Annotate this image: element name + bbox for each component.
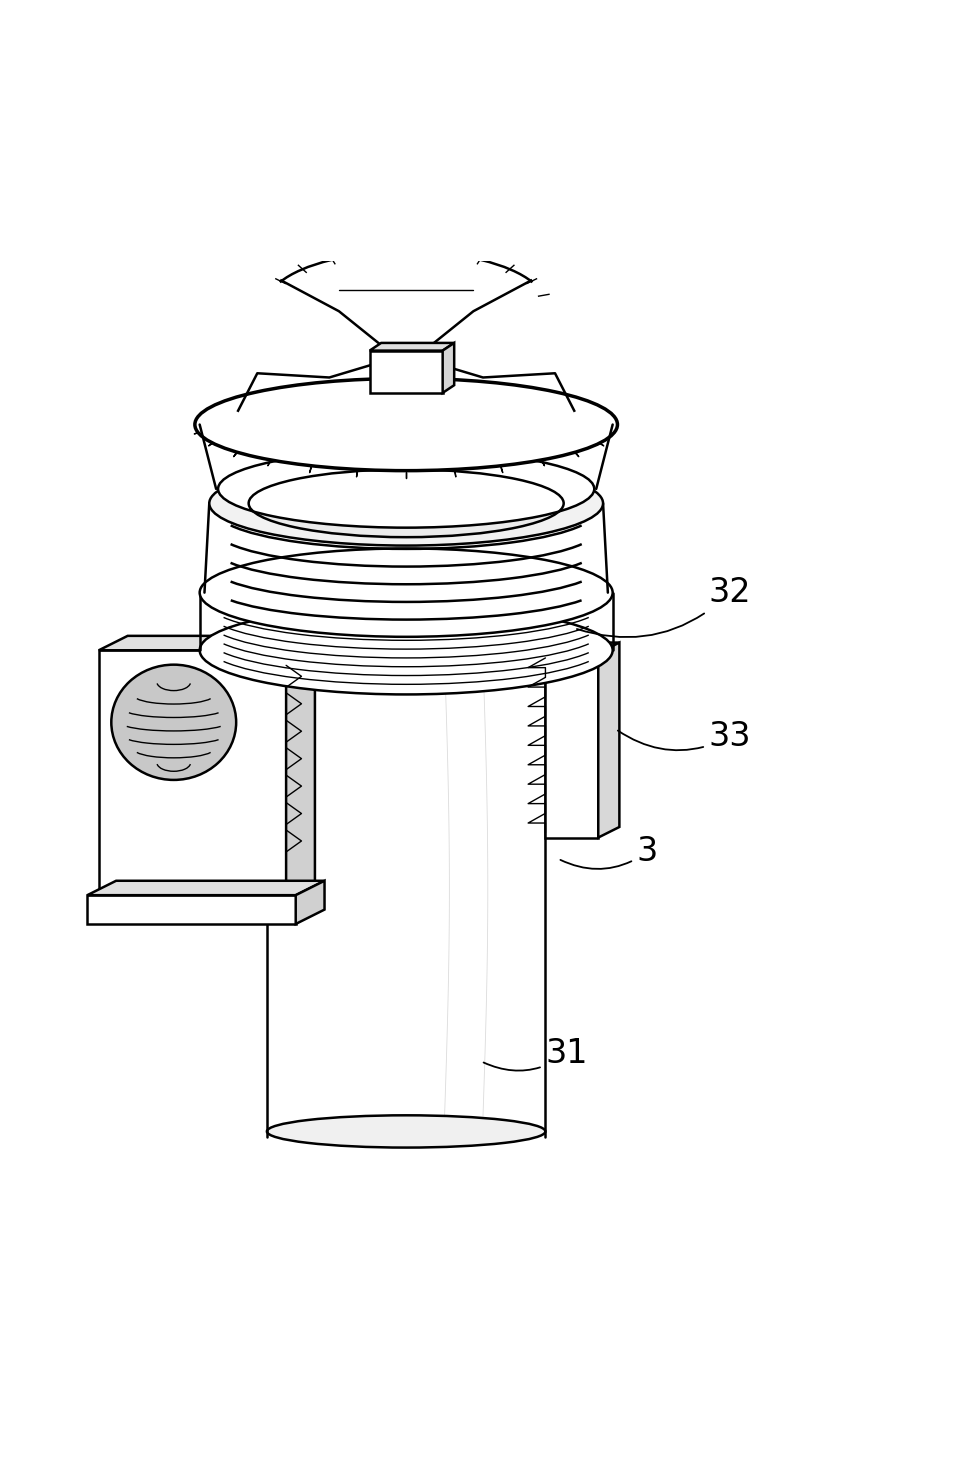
Text: 33: 33 — [618, 721, 752, 753]
Ellipse shape — [218, 451, 594, 528]
Ellipse shape — [111, 664, 236, 780]
Polygon shape — [598, 642, 619, 838]
Ellipse shape — [195, 378, 617, 470]
Text: 3: 3 — [560, 835, 658, 869]
Polygon shape — [546, 642, 619, 653]
Text: 31: 31 — [484, 1037, 588, 1071]
Polygon shape — [87, 881, 325, 896]
Polygon shape — [99, 650, 286, 896]
Ellipse shape — [210, 461, 603, 546]
Polygon shape — [370, 343, 454, 350]
Ellipse shape — [248, 470, 564, 537]
Polygon shape — [296, 881, 325, 924]
Ellipse shape — [200, 607, 612, 694]
Polygon shape — [546, 653, 598, 838]
Text: 32: 32 — [577, 575, 752, 638]
Ellipse shape — [200, 549, 612, 636]
Ellipse shape — [267, 1115, 546, 1148]
Polygon shape — [267, 650, 546, 1145]
Polygon shape — [370, 350, 442, 393]
Polygon shape — [205, 503, 608, 593]
Polygon shape — [99, 636, 315, 650]
Polygon shape — [87, 896, 296, 924]
Polygon shape — [442, 343, 454, 393]
Polygon shape — [286, 636, 315, 896]
